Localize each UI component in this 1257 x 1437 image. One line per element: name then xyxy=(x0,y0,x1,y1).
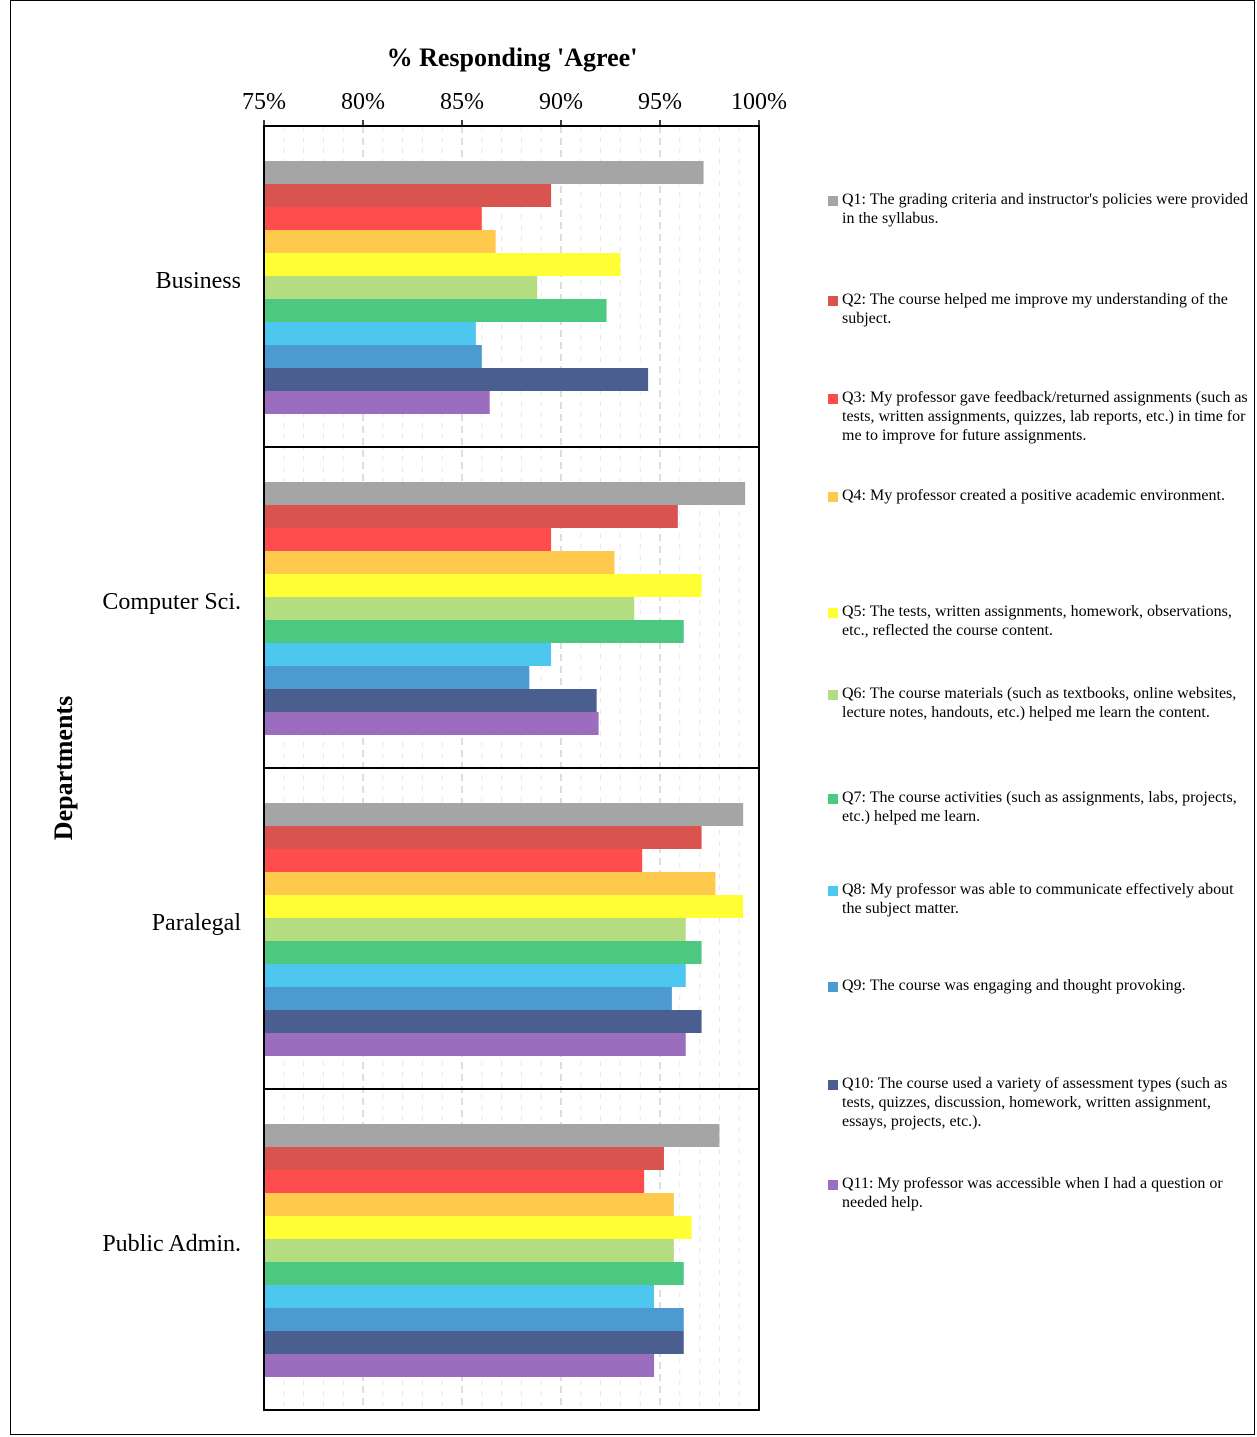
legend-label: Q10: The course used a variety of assess… xyxy=(842,1075,1228,1130)
bar-2-3 xyxy=(264,826,702,849)
legend-item: Q7: The course activities (such as assig… xyxy=(828,788,1248,826)
legend-item: Q10: The course used a variety of assess… xyxy=(828,1074,1248,1131)
bar-6-1 xyxy=(264,276,538,299)
legend-label: Q4: My professor created a positive acad… xyxy=(842,487,1225,504)
category-label: Public Admin. xyxy=(102,1231,241,1257)
bar-10-1 xyxy=(264,368,649,391)
bar-2-1 xyxy=(264,184,552,207)
bar-4-2 xyxy=(264,551,615,574)
x-tick-label: 80% xyxy=(341,89,385,115)
bar-11-4 xyxy=(264,1354,655,1377)
legend-item: Q9: The course was engaging and thought … xyxy=(828,976,1248,995)
bar-4-4 xyxy=(264,1193,674,1216)
bar-1-1 xyxy=(264,161,704,184)
bar-8-2 xyxy=(264,643,552,666)
category-label: Business xyxy=(156,268,241,294)
bar-10-2 xyxy=(264,689,597,712)
legend-item: Q6: The course materials (such as textbo… xyxy=(828,684,1248,722)
legend-item: Q4: My professor created a positive acad… xyxy=(828,486,1248,505)
x-tick-label: 85% xyxy=(440,89,484,115)
legend-item: Q2: The course helped me improve my unde… xyxy=(828,290,1248,328)
bar-9-2 xyxy=(264,666,530,689)
bar-11-2 xyxy=(264,712,599,735)
bar-11-1 xyxy=(264,391,490,414)
legend-swatch xyxy=(828,608,838,618)
legend-label: Q9: The course was engaging and thought … xyxy=(842,977,1186,994)
bar-8-4 xyxy=(264,1285,655,1308)
bar-4-3 xyxy=(264,872,716,895)
legend-item: Q5: The tests, written assignments, home… xyxy=(828,602,1248,640)
legend-swatch xyxy=(828,394,838,404)
bar-9-1 xyxy=(264,345,482,368)
legend-swatch xyxy=(828,690,838,700)
bar-6-3 xyxy=(264,918,686,941)
bar-3-3 xyxy=(264,849,643,872)
legend-item: Q1: The grading criteria and instructor'… xyxy=(828,190,1248,228)
bar-3-2 xyxy=(264,528,552,551)
legend-swatch xyxy=(828,196,838,206)
category-label: Paralegal xyxy=(152,910,242,936)
bar-4-1 xyxy=(264,230,496,253)
bar-5-2 xyxy=(264,574,702,597)
bar-7-4 xyxy=(264,1262,684,1285)
legend-label: Q3: My professor gave feedback/returned … xyxy=(842,389,1248,444)
bar-6-4 xyxy=(264,1239,674,1262)
bar-8-3 xyxy=(264,964,686,987)
bars xyxy=(264,161,746,1377)
legend-label: Q8: My professor was able to communicate… xyxy=(842,881,1234,917)
bar-10-3 xyxy=(264,1010,702,1033)
legend-label: Q1: The grading criteria and instructor'… xyxy=(842,191,1249,227)
bar-9-3 xyxy=(264,987,672,1010)
bar-1-3 xyxy=(264,803,744,826)
legend-swatch xyxy=(828,1080,838,1090)
bar-6-2 xyxy=(264,597,635,620)
chart-frame xyxy=(10,0,1255,1435)
bar-5-4 xyxy=(264,1216,692,1239)
chart-title: % Responding 'Agree' xyxy=(387,43,638,72)
x-tick-label: 75% xyxy=(242,89,286,115)
bar-1-2 xyxy=(264,482,746,505)
bar-3-1 xyxy=(264,207,482,230)
bar-9-4 xyxy=(264,1308,684,1331)
y-axis-title: Departments xyxy=(49,696,78,840)
x-tick-label: 90% xyxy=(539,89,583,115)
bar-11-3 xyxy=(264,1033,686,1056)
bar-8-1 xyxy=(264,322,476,345)
legend-swatch xyxy=(828,296,838,306)
category-label: Computer Sci. xyxy=(102,589,241,615)
legend-label: Q7: The course activities (such as assig… xyxy=(842,789,1237,825)
legend-swatch xyxy=(828,982,838,992)
x-tick-label: 95% xyxy=(638,89,682,115)
legend-label: Q2: The course helped me improve my unde… xyxy=(842,291,1228,327)
legend-label: Q11: My professor was accessible when I … xyxy=(842,1175,1223,1211)
bar-2-2 xyxy=(264,505,678,528)
bar-3-4 xyxy=(264,1170,645,1193)
x-tick-label: 100% xyxy=(731,89,787,115)
legend-item: Q11: My professor was accessible when I … xyxy=(828,1174,1248,1212)
legend-item: Q8: My professor was able to communicate… xyxy=(828,880,1248,918)
legend-swatch xyxy=(828,886,838,896)
legend-label: Q5: The tests, written assignments, home… xyxy=(842,603,1232,639)
bar-10-4 xyxy=(264,1331,684,1354)
legend-label: Q6: The course materials (such as textbo… xyxy=(842,685,1237,721)
bar-7-1 xyxy=(264,299,607,322)
bar-2-4 xyxy=(264,1147,664,1170)
legend-swatch xyxy=(828,492,838,502)
legend-swatch xyxy=(828,1180,838,1190)
bar-5-3 xyxy=(264,895,744,918)
bar-1-4 xyxy=(264,1124,720,1147)
legend-item: Q3: My professor gave feedback/returned … xyxy=(828,388,1248,445)
bar-5-1 xyxy=(264,253,621,276)
legend-swatch xyxy=(828,794,838,804)
axes: 75% 80% 85% 90% 95% 100% Business Computer Sci.… xyxy=(102,89,787,1411)
bar-7-3 xyxy=(264,941,702,964)
bar-7-2 xyxy=(264,620,684,643)
